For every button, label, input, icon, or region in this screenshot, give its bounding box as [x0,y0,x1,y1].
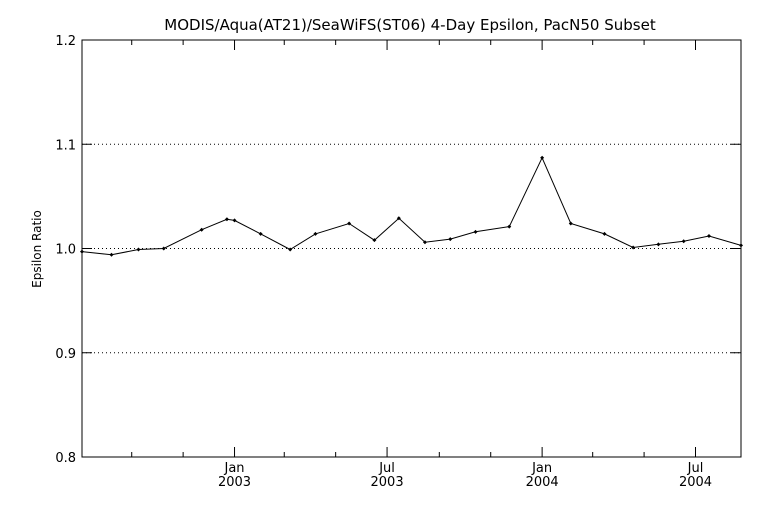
y-axis: 0.8 0.9 1.0 1.1 1.2 [55,34,741,466]
data-point-2 [136,247,141,252]
data-point-23 [706,233,711,238]
x-tick-label-year-2: 2004 [526,475,559,490]
x-tick-label-month-0: Jan [224,461,245,476]
data-point-9 [313,231,318,236]
gridlines [82,143,741,354]
x-tick-label-year-1: 2003 [371,475,404,490]
data-point-20 [631,245,636,250]
y-axis-label: Epsilon Ratio [30,210,44,288]
data-point-4 [199,227,204,232]
data-point-19 [602,231,607,236]
data-point-8 [288,247,293,252]
data-point-7 [258,231,263,236]
data-point-5 [224,217,229,222]
x-tick-label-month-1: Jul [378,461,395,476]
data-point-3 [161,246,166,251]
data-point-11 [372,238,377,243]
data-point-14 [448,237,453,242]
data-point-10 [347,221,352,226]
x-tick-label-year-3: 2004 [679,475,712,490]
x-tick-label-month-2: Jan [531,461,552,476]
data-point-12 [396,216,401,221]
x-tick-label-year-0: 2003 [218,475,251,490]
y-tick-label-2: 1.0 [55,243,76,258]
y-tick-label-4: 1.2 [55,34,76,49]
y-tick-label-3: 1.1 [55,138,76,153]
y-tick-label-0: 0.8 [55,451,76,466]
series-layer [80,155,743,257]
data-point-17 [540,155,545,160]
data-point-16 [507,224,512,229]
data-point-22 [681,239,686,244]
data-point-24 [739,243,743,248]
data-point-0 [80,249,84,254]
series-line-0 [81,156,742,256]
data-point-21 [656,242,661,247]
data-point-13 [422,240,427,245]
x-tick-label-month-3: Jul [687,461,704,476]
chart-title: MODIS/Aqua(AT21)/SeaWiFS(ST06) 4-Day Eps… [164,16,656,34]
data-point-6 [232,218,237,223]
data-point-18 [568,221,573,226]
data-point-15 [473,229,478,234]
y-tick-label-1: 0.9 [55,347,76,362]
data-point-1 [109,252,114,257]
